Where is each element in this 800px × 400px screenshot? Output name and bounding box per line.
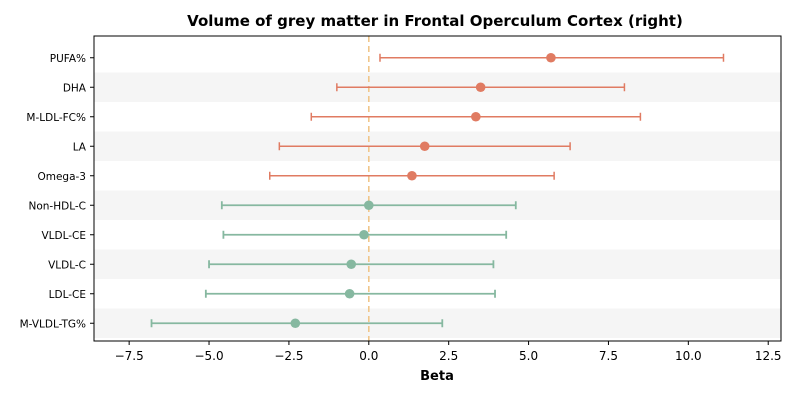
x-tick-label: 10.0 — [675, 349, 702, 363]
y-tick-label: LDL-CE — [49, 289, 86, 301]
y-tick-label: VLDL-CE — [41, 230, 86, 242]
beta-point — [344, 288, 355, 299]
y-tick-label: Non-HDL-C — [29, 200, 87, 212]
x-tick-label: 2.5 — [439, 349, 458, 363]
x-tick-label: 7.5 — [599, 349, 618, 363]
x-tick-label: 5.0 — [519, 349, 538, 363]
y-tick-label: VLDL-C — [48, 259, 86, 271]
y-tick-label: M-LDL-FC% — [26, 112, 86, 124]
beta-point — [290, 318, 301, 329]
x-tick-label: −2.5 — [274, 349, 303, 363]
beta-point — [359, 229, 369, 240]
x-tick-label: 0.0 — [359, 349, 378, 363]
y-tick-label: Omega-3 — [37, 171, 86, 183]
data-marks — [150, 52, 725, 329]
x-tick-label: −7.5 — [115, 349, 144, 363]
y-tick-label: LA — [73, 141, 87, 153]
beta-point — [346, 259, 357, 270]
x-axis-label: Beta — [420, 369, 454, 384]
x-tick-label: −5.0 — [194, 349, 223, 363]
y-tick-labels: PUFA% DHA M-LDL-FC% LA Omega-3 Non-HDL-C VLDL-… — [20, 53, 94, 330]
beta-point — [546, 52, 556, 63]
beta-point — [419, 141, 430, 152]
beta-point — [407, 170, 417, 181]
y-tick-label: DHA — [63, 82, 87, 94]
chart-title: Volume of grey matter in Frontal Opercul… — [187, 12, 683, 30]
x-tick-label: 12.5 — [755, 349, 782, 363]
y-tick-label: PUFA% — [50, 53, 86, 65]
beta-point — [475, 82, 486, 93]
beta-point — [364, 200, 374, 211]
plot-frame — [93, 35, 782, 342]
beta-point — [471, 111, 481, 122]
x-tick-labels: −7.5 −5.0 −2.5 0.0 2.5 5.0 7.5 10.0 12.5 — [115, 341, 782, 363]
y-tick-label: M-VLDL-TG% — [20, 318, 86, 330]
